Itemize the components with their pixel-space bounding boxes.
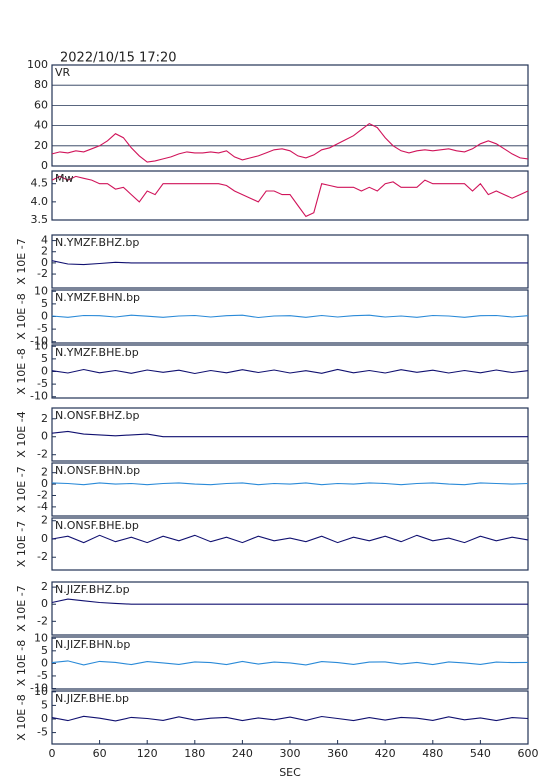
y-tick-label: -2 [37, 614, 48, 627]
trace [51, 260, 528, 266]
y-tick-label: 5 [41, 698, 48, 711]
panel-frame [51, 517, 529, 571]
trace [51, 598, 528, 605]
panel-label: N.YMZF.BHN.bp [55, 291, 140, 304]
y-tick-label: 5 [41, 352, 48, 365]
panel-label: N.YMZF.BHE.bp [55, 346, 139, 359]
x-axis-label: SEC [279, 766, 301, 779]
panel-frame [51, 64, 529, 167]
panel-frame [51, 462, 529, 517]
trace [51, 314, 529, 319]
y-tick-label: -10 [30, 335, 48, 348]
trace [51, 660, 529, 666]
panel-label: VR [55, 66, 71, 79]
y-tick-label: 10 [34, 631, 48, 644]
panel-frame [51, 581, 529, 636]
x-tick-label: 180 [184, 747, 205, 760]
x-tick-label: 600 [518, 747, 539, 760]
y-tick-label: 0 [41, 712, 48, 725]
y-tick-label: 10 [34, 339, 48, 352]
trace [51, 534, 529, 544]
trace [51, 368, 529, 375]
panel-frame [51, 234, 529, 289]
trace [51, 122, 529, 163]
y-tick-label: 2 [41, 245, 48, 258]
y-axis-label: X 10E -8 [15, 694, 28, 740]
x-tick-label: 300 [280, 747, 301, 760]
x-tick-label: 360 [327, 747, 348, 760]
y-tick-label: -2 [37, 550, 48, 563]
y-tick-label: 0 [41, 310, 48, 323]
y-tick-label: 5 [41, 297, 48, 310]
y-axis-label: X 10E -7 [15, 238, 28, 284]
y-tick-label: 5 [41, 644, 48, 657]
panel-label: N.JIZF.BHE.bp [55, 692, 129, 705]
y-tick-label: -4 [37, 500, 48, 513]
trace [51, 430, 528, 438]
panel-label: N.ONSF.BHN.bp [55, 464, 140, 477]
y-tick-label: 0 [41, 430, 48, 443]
y-tick-label: 0 [41, 365, 48, 378]
y-tick-label: 3.5 [31, 213, 49, 226]
y-tick-label: 4 [41, 234, 48, 247]
panel-label: N.JIZF.BHN.bp [55, 638, 130, 651]
y-tick-label: 2 [41, 466, 48, 479]
y-tick-label: 0 [41, 256, 48, 269]
y-tick-label: 2 [41, 580, 48, 593]
y-axis-label: X 10E -8 [15, 640, 28, 686]
y-axis-label: X 10E -7 [15, 585, 28, 631]
y-tick-label: -10 [30, 390, 48, 403]
trace [51, 715, 529, 722]
x-tick-label: 420 [375, 747, 396, 760]
y-tick-label: 40 [34, 119, 48, 132]
panel-label: Mw [55, 172, 74, 185]
y-tick-label: 10 [34, 284, 48, 297]
y-tick-label: 0 [41, 597, 48, 610]
x-tick-label: 480 [422, 747, 443, 760]
y-tick-label: -5 [37, 322, 48, 335]
y-tick-label: -5 [37, 377, 48, 390]
x-tick-label: 240 [232, 747, 253, 760]
panel-label: N.JIZF.BHZ.bp [55, 583, 130, 596]
x-tick-label: 120 [137, 747, 158, 760]
y-axis-label: X 10E -8 [15, 293, 28, 339]
panel-frame [51, 344, 529, 399]
panel-frame [51, 636, 529, 690]
panel-label: N.ONSF.BHZ.bp [55, 409, 139, 422]
y-tick-label: 10 [34, 685, 48, 698]
y-axis-label: X 10E -8 [15, 348, 28, 394]
panel-frame [51, 407, 529, 462]
panel-label: N.YMZF.BHZ.bp [55, 236, 139, 249]
y-tick-label: 0 [41, 159, 48, 172]
y-axis-label: X 10E -7 [15, 466, 28, 512]
y-axis-label: X 10E -7 [15, 521, 28, 567]
panel-frame [51, 170, 529, 221]
y-tick-label: 0 [41, 532, 48, 545]
x-tick-label: 60 [93, 747, 107, 760]
y-tick-label: -10 [30, 681, 48, 694]
trace [51, 175, 529, 218]
x-tick-label: 0 [49, 747, 56, 760]
figure-title: 2022/10/15 17:20 [60, 51, 177, 66]
y-tick-label: 20 [34, 139, 48, 152]
y-tick-label: 100 [27, 58, 48, 71]
trace [51, 482, 529, 486]
y-tick-label: 2 [41, 514, 48, 527]
y-tick-label: 80 [34, 78, 48, 91]
y-tick-label: 0 [41, 656, 48, 669]
y-tick-label: -5 [37, 669, 48, 682]
y-tick-label: 2 [41, 412, 48, 425]
y-tick-label: 0 [41, 477, 48, 490]
y-tick-label: -2 [37, 488, 48, 501]
y-tick-label: 4.0 [31, 195, 49, 208]
y-axis-label: X 10E -4 [15, 411, 28, 457]
y-tick-label: -5 [37, 726, 48, 739]
x-tick-label: 540 [470, 747, 491, 760]
y-tick-label: 4.5 [31, 177, 49, 190]
panel-label: N.ONSF.BHE.bp [55, 519, 139, 532]
y-tick-label: -2 [37, 267, 48, 280]
y-tick-label: 60 [34, 98, 48, 111]
y-tick-label: -2 [37, 448, 48, 461]
